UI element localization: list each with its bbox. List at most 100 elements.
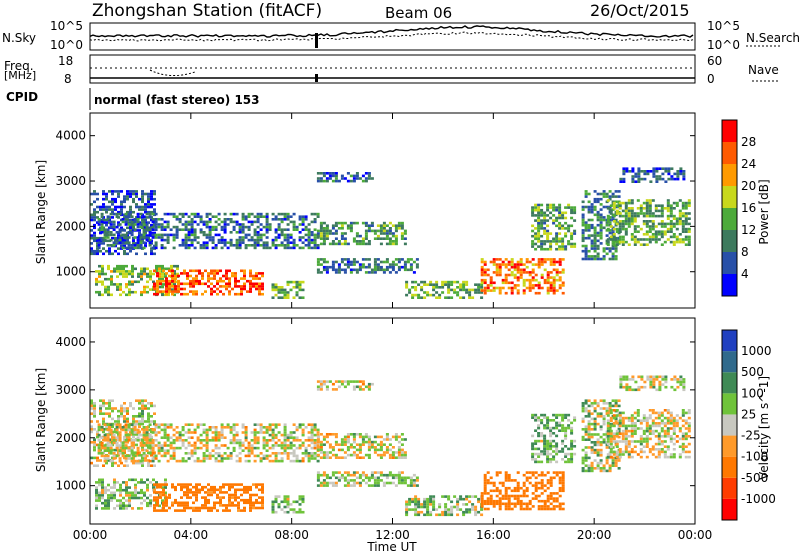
echo-cell — [570, 232, 574, 235]
echo-cell — [447, 286, 451, 289]
echo-cell — [630, 233, 634, 236]
echo-cell — [93, 234, 96, 237]
echo-cell — [534, 273, 538, 277]
echo-cell — [651, 222, 655, 226]
echo-cell — [325, 229, 329, 233]
echo-cell — [307, 238, 311, 242]
echo-cell — [543, 442, 547, 445]
echo-cell — [97, 428, 101, 432]
echo-cell — [99, 236, 102, 240]
echo-cell — [558, 494, 562, 498]
echo-cell — [102, 203, 105, 206]
echo-cell — [286, 439, 290, 442]
echo-cell — [319, 258, 323, 261]
echo-cell — [654, 209, 658, 213]
echo-cell — [155, 481, 158, 484]
echo-cell — [202, 457, 206, 460]
echo-cell — [120, 412, 123, 415]
echo-cell — [220, 241, 224, 244]
echo-cell — [157, 431, 161, 434]
echo-cell — [441, 291, 445, 294]
echo-cell — [516, 499, 520, 503]
echo-cell — [123, 402, 126, 405]
echo-cell — [558, 237, 562, 241]
echo-cell — [450, 510, 454, 514]
echo-cell — [552, 286, 556, 290]
echo-cell — [432, 503, 436, 506]
echo-cell — [552, 445, 556, 448]
echo-cell — [271, 431, 275, 434]
echo-cell — [507, 505, 511, 508]
echo-cell — [648, 230, 652, 233]
echo-cell — [316, 179, 320, 183]
echo-cell — [319, 433, 323, 436]
echo-cell — [128, 283, 131, 286]
echo-cell — [97, 426, 101, 429]
echo-cell — [331, 263, 335, 266]
echo-cell — [379, 265, 383, 269]
echo-cell — [229, 452, 233, 455]
echo-cell — [447, 495, 451, 498]
echo-cell — [280, 291, 284, 294]
echo-cell — [180, 282, 183, 286]
echo-cell — [590, 208, 594, 211]
echo-cell — [265, 441, 269, 445]
echo-cell — [107, 494, 110, 497]
echo-cell — [90, 407, 93, 410]
echo-cell — [531, 492, 535, 495]
echo-cell — [552, 240, 556, 243]
echo-cell — [235, 244, 239, 247]
echo-cell — [642, 222, 646, 226]
echo-cell — [210, 509, 213, 512]
echo-cell — [109, 444, 113, 447]
echo-cell — [420, 280, 424, 284]
echo-cell — [258, 483, 261, 486]
echo-cell — [114, 197, 117, 201]
echo-cell — [244, 225, 248, 229]
echo-cell — [183, 506, 186, 510]
echo-cell — [148, 423, 152, 426]
echo-cell — [599, 448, 603, 452]
echo-cell — [570, 432, 574, 435]
echo-cell — [621, 235, 625, 239]
echo-cell — [150, 192, 153, 196]
echo-cell — [331, 433, 335, 436]
echo-cell — [121, 449, 125, 452]
echo-cell — [322, 471, 326, 474]
echo-cell — [546, 240, 550, 243]
echo-cell — [147, 203, 150, 206]
echo-cell — [148, 446, 152, 450]
echo-cell — [672, 235, 676, 239]
echo-cell — [627, 220, 631, 223]
echo-cell — [286, 510, 290, 514]
echo-cell — [156, 498, 159, 502]
echo-cell — [150, 448, 153, 452]
echo-cell — [213, 491, 216, 494]
echo-cell — [117, 221, 120, 224]
echo-cell — [156, 483, 159, 486]
echo-cell — [643, 170, 647, 173]
echo-cell — [684, 238, 688, 241]
echo-cell — [537, 221, 541, 225]
echo-cell — [672, 233, 676, 236]
echo-cell — [552, 276, 556, 279]
echo-cell — [510, 507, 514, 511]
echo-cell — [256, 212, 260, 216]
echo-cell — [102, 218, 105, 222]
echo-cell — [247, 444, 251, 447]
echo-cell — [193, 220, 197, 224]
echo-cell — [195, 509, 198, 512]
echo-cell — [141, 216, 144, 219]
echo-cell — [140, 270, 143, 273]
echo-cell — [519, 260, 523, 264]
echo-cell — [250, 431, 254, 434]
echo-cell — [105, 197, 108, 201]
echo-cell — [328, 177, 332, 180]
echo-cell — [561, 476, 565, 480]
echo-cell — [166, 436, 170, 439]
echo-cell — [343, 268, 347, 272]
echo-cell — [385, 481, 389, 485]
echo-cell — [127, 449, 131, 452]
echo-cell — [99, 249, 102, 253]
echo-cell — [223, 457, 227, 460]
